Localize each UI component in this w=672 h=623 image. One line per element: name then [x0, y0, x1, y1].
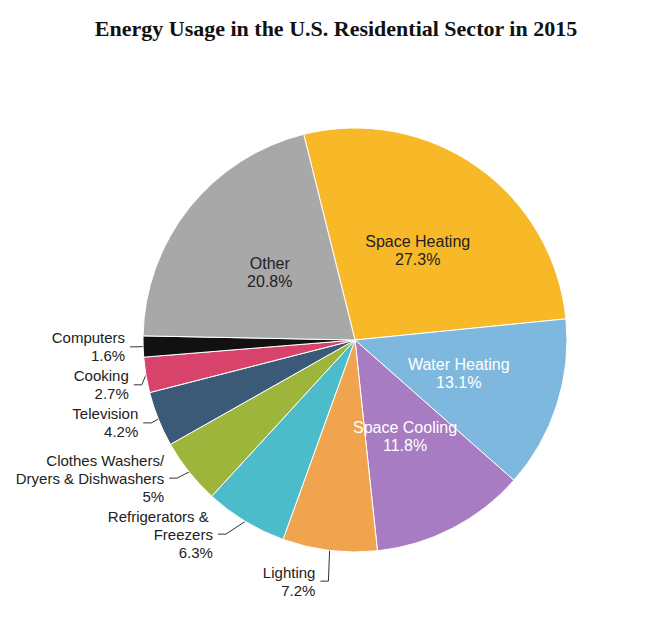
svg-text:11.8%: 11.8% [383, 437, 427, 454]
svg-text:Water Heating: Water Heating [408, 356, 510, 373]
svg-text:2.7%: 2.7% [95, 385, 129, 402]
svg-text:5%: 5% [142, 488, 164, 505]
svg-text:Television: Television [72, 405, 138, 422]
svg-text:6.3%: 6.3% [179, 544, 213, 561]
svg-text:20.8%: 20.8% [247, 273, 292, 290]
svg-text:Refrigerators &: Refrigerators & [108, 508, 213, 525]
svg-text:Space Cooling: Space Cooling [353, 419, 457, 436]
svg-text:27.3%: 27.3% [395, 251, 440, 268]
svg-text:Cooking: Cooking [74, 367, 129, 384]
svg-text:Energy Usage in the U.S. Resid: Energy Usage in the U.S. Residential Sec… [95, 16, 577, 41]
svg-text:4.2%: 4.2% [104, 423, 138, 440]
svg-text:13.1%: 13.1% [436, 374, 481, 391]
svg-text:Other: Other [250, 255, 291, 272]
svg-text:Clothes Washers/: Clothes Washers/ [46, 452, 165, 469]
svg-text:Freezers: Freezers [154, 526, 213, 543]
svg-text:Dryers & Dishwashers: Dryers & Dishwashers [16, 470, 164, 487]
svg-text:1.6%: 1.6% [91, 347, 125, 364]
svg-text:Computers: Computers [52, 329, 125, 346]
svg-text:7.2%: 7.2% [281, 582, 315, 599]
svg-text:Space Heating: Space Heating [365, 233, 470, 250]
svg-text:Lighting: Lighting [263, 564, 316, 581]
